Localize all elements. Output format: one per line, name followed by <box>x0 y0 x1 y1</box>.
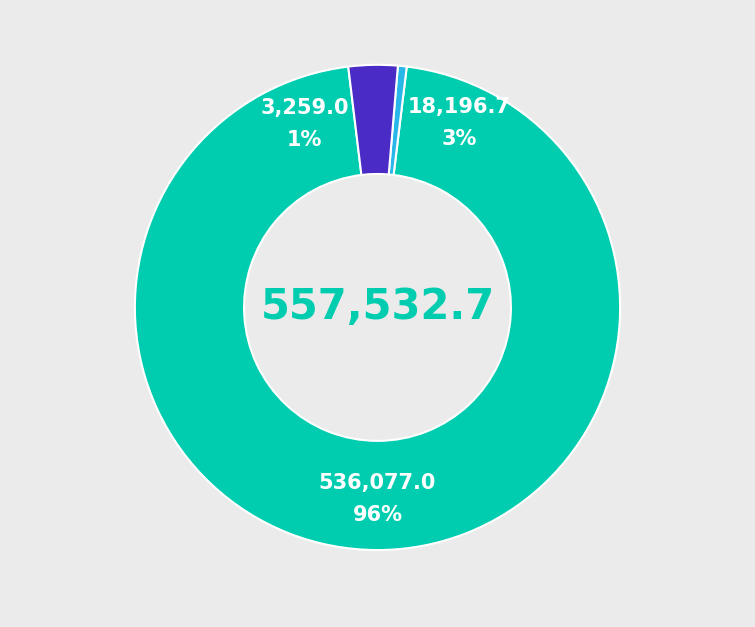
Wedge shape <box>348 65 398 175</box>
Text: 1%: 1% <box>287 130 322 150</box>
Text: 3%: 3% <box>441 129 476 149</box>
Text: 96%: 96% <box>353 505 402 525</box>
Text: 3,259.0: 3,259.0 <box>260 98 349 119</box>
Wedge shape <box>389 66 407 175</box>
Text: 536,077.0: 536,077.0 <box>319 473 436 493</box>
Wedge shape <box>135 66 620 550</box>
Text: 18,196.7: 18,196.7 <box>408 97 510 117</box>
Text: 557,532.7: 557,532.7 <box>260 287 495 329</box>
